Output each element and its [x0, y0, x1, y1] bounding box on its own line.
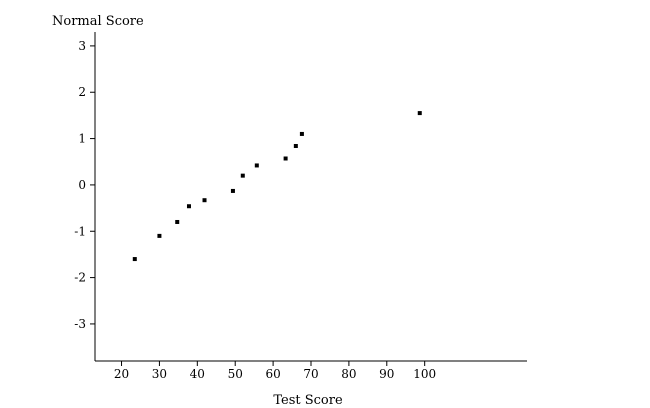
x-tick-label: 30: [152, 367, 167, 381]
x-axis-title: Test Score: [273, 393, 343, 408]
y-tick-label: -2: [74, 271, 86, 285]
y-tick-label: 3: [78, 39, 86, 53]
data-point: [230, 188, 235, 193]
data-point: [175, 219, 180, 224]
data-point: [202, 198, 207, 203]
data-point: [240, 173, 245, 178]
x-tick-label: 80: [341, 367, 356, 381]
y-tick-label: 0: [78, 178, 86, 192]
y-tick-label: 2: [78, 85, 86, 99]
x-tick-label: 60: [265, 367, 280, 381]
data-point: [417, 111, 422, 116]
data-point: [186, 204, 191, 209]
y-tick-label: -3: [74, 317, 86, 331]
data-point: [157, 233, 162, 238]
data-point: [254, 163, 259, 168]
y-tick-label: -1: [74, 224, 86, 238]
data-point: [283, 156, 288, 161]
data-point: [299, 131, 304, 136]
data-point: [132, 257, 137, 262]
x-tick-label: 20: [114, 367, 129, 381]
x-tick-label: 100: [413, 367, 436, 381]
x-tick-label: 50: [228, 367, 243, 381]
y-tick-label: 1: [78, 132, 86, 146]
data-point: [293, 143, 298, 148]
x-tick-label: 40: [190, 367, 205, 381]
y-axis-title: Normal Score: [52, 14, 144, 29]
x-tick-label: 70: [303, 367, 318, 381]
x-tick-label: 90: [379, 367, 394, 381]
